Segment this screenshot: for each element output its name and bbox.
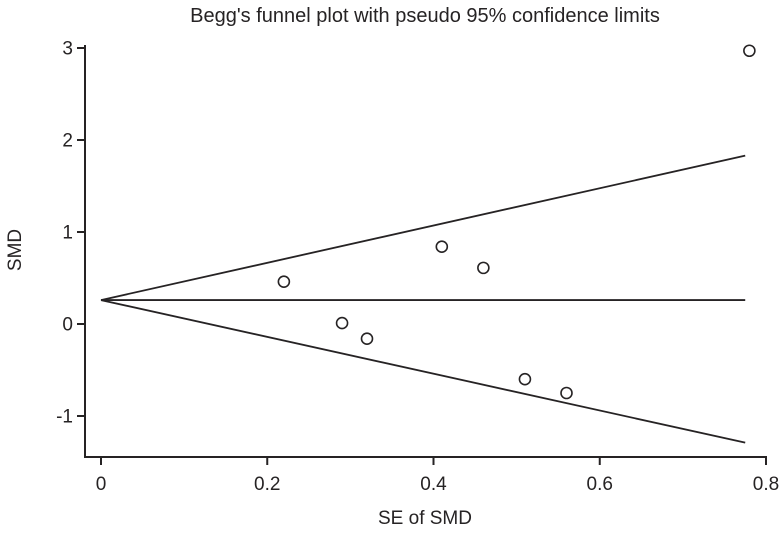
y-tick-label: -1	[56, 407, 73, 428]
x-tick-label: 0.8	[753, 474, 779, 495]
scatter-points-layer	[277, 44, 756, 400]
axis-frame	[84, 45, 767, 458]
y-axis-label: SMD	[5, 229, 26, 271]
y-tick-label: 0	[62, 315, 73, 336]
upper-confidence-limit-line	[100, 154, 746, 301]
x-axis-label: SE of SMD	[378, 508, 472, 529]
x-tick-label: 0	[96, 474, 107, 495]
y-tick-label: 1	[62, 223, 73, 244]
axes-layer: 3 2 1 0 -1 0 0.2 0.4 0.6 0.8	[56, 39, 779, 496]
study-point-marker	[560, 386, 573, 400]
y-tick-label: 3	[62, 39, 73, 60]
study-point-marker	[518, 372, 532, 386]
funnel-lines-layer	[100, 154, 746, 444]
study-point-marker	[277, 275, 291, 288]
study-point-marker	[743, 44, 756, 58]
y-tick-label: 2	[62, 131, 73, 152]
study-point-marker	[360, 332, 374, 346]
study-point-marker	[435, 240, 449, 254]
x-tick-label: 0.4	[420, 474, 447, 495]
chart-title: Begg's funnel plot with pseudo 95% confi…	[190, 5, 660, 27]
study-point-marker	[335, 316, 349, 330]
x-tick-label: 0.2	[254, 474, 280, 495]
x-tick-label: 0.6	[587, 474, 613, 495]
study-point-marker	[477, 261, 490, 275]
lower-confidence-limit-line	[100, 299, 746, 444]
